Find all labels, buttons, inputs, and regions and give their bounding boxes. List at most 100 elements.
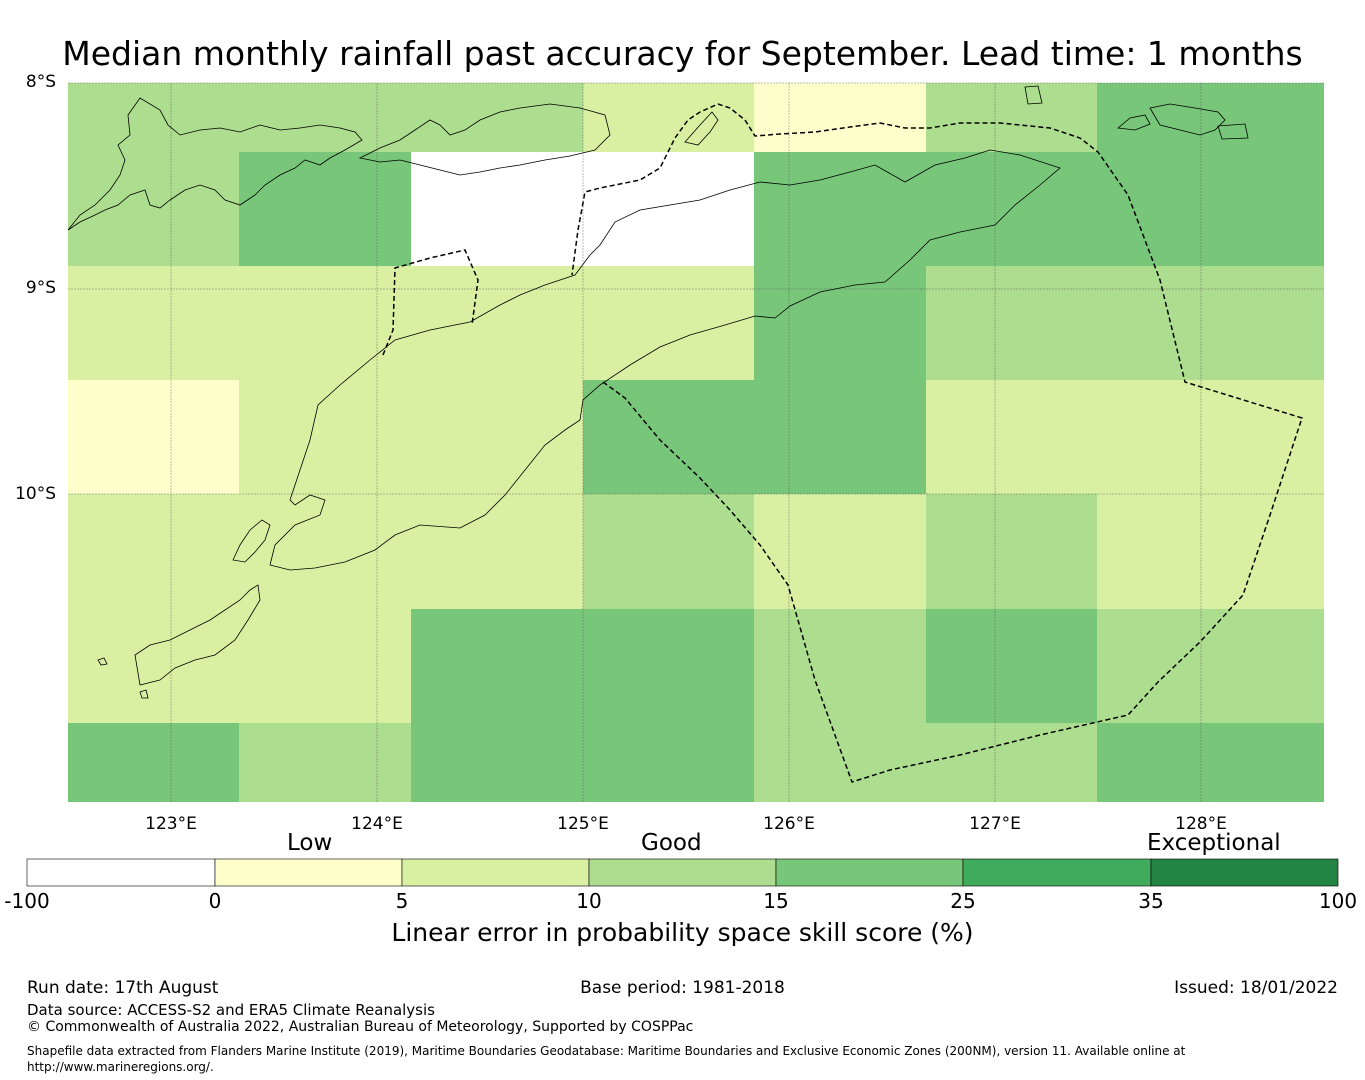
skill-cell <box>926 266 1097 380</box>
skill-cell <box>754 152 926 266</box>
copyright: © Commonwealth of Australia 2022, Austra… <box>27 1019 694 1035</box>
skill-cell <box>1097 494 1324 609</box>
colorbar-tick: 0 <box>208 889 222 913</box>
data-source: Data source: ACCESS-S2 and ERA5 Climate … <box>27 1001 435 1019</box>
eez-boundaries <box>382 103 1303 783</box>
coastlines <box>67 85 1249 699</box>
skill-cell <box>239 723 411 802</box>
skill-cell <box>754 83 926 152</box>
small-island-1 <box>1117 114 1151 131</box>
skill-cell <box>754 266 926 380</box>
skill-cell <box>411 152 583 266</box>
skill-cell <box>1097 609 1324 723</box>
skill-cell <box>411 723 583 802</box>
skill-cell <box>583 83 754 152</box>
skill-cell <box>411 83 583 152</box>
skill-cell <box>754 494 926 609</box>
skill-cell <box>926 83 1097 152</box>
base-period: Base period: 1981-2018 <box>580 978 785 998</box>
skill-cell <box>926 494 1097 609</box>
colorbar-tick: 35 <box>1138 889 1164 913</box>
skill-cell <box>68 152 239 266</box>
skill-cell <box>926 609 1097 723</box>
colorbar <box>26 858 1339 887</box>
colorbar-tick: 25 <box>950 889 976 913</box>
rote-coastline <box>232 519 271 563</box>
colorbar-segment-0-5 <box>214 858 403 887</box>
lon-label-126e: 126°E <box>763 814 815 834</box>
skill-cell <box>68 266 239 380</box>
skill-cell <box>926 723 1097 802</box>
skill-cell <box>1097 380 1324 494</box>
lon-label-123e: 123°E <box>145 814 197 834</box>
skill-cell <box>411 494 583 609</box>
skill-cell <box>1097 83 1324 152</box>
colorbar-segment-10-15 <box>588 858 777 887</box>
colorbar-tick: 5 <box>395 889 409 913</box>
timor-coastline <box>269 149 1061 571</box>
babar-coastline <box>1149 103 1226 136</box>
colorbar-tick: -100 <box>4 889 50 913</box>
lon-label-128e: 128°E <box>1175 814 1227 834</box>
colorbar-segment-25-35 <box>962 858 1152 887</box>
skill-cell <box>411 266 583 380</box>
alor-coastline <box>67 97 363 231</box>
colorbar-category-low: Low <box>287 830 333 856</box>
eez-boundary-east <box>571 103 1303 783</box>
small-island-3 <box>1217 123 1249 140</box>
skill-cell <box>68 609 239 723</box>
small-island-5 <box>97 657 108 666</box>
colorbar-segment-35-100 <box>1150 858 1339 887</box>
sawu-coastline <box>134 584 261 686</box>
skill-cell <box>754 723 926 802</box>
skill-cell <box>926 380 1097 494</box>
skill-cell <box>1097 723 1324 802</box>
skill-cell <box>239 83 411 152</box>
run-date: Run date: 17th August <box>27 978 219 998</box>
skill-cell <box>411 380 583 494</box>
colorbar-tick: 10 <box>576 889 602 913</box>
map-title: Median monthly rainfall past accuracy fo… <box>62 34 1303 73</box>
lon-label-124e: 124°E <box>351 814 403 834</box>
colorbar-category-exceptional: Exceptional <box>1147 830 1281 856</box>
colorbar-tick: 100 <box>1318 889 1358 913</box>
shapefile-credit: Shapefile data extracted from Flanders M… <box>27 1044 1186 1074</box>
skill-cell <box>68 83 239 152</box>
skill-cell <box>239 494 411 609</box>
skill-cell <box>68 723 239 802</box>
lon-label-125e: 125°E <box>557 814 609 834</box>
skill-cell <box>239 609 411 723</box>
skill-cell <box>239 266 411 380</box>
skill-cell <box>583 723 754 802</box>
skill-cell <box>583 494 754 609</box>
colorbar-segment-5-10 <box>401 858 590 887</box>
skill-cell <box>754 380 926 494</box>
skill-cell <box>68 494 239 609</box>
colorbar-label: Linear error in probability space skill … <box>391 918 974 947</box>
wetar-coastline <box>358 103 611 176</box>
skill-cell <box>68 380 239 494</box>
lon-label-127e: 127°E <box>969 814 1021 834</box>
skill-cell <box>754 609 926 723</box>
lat-label-8s: 8°S <box>25 72 56 92</box>
skill-cell <box>1097 266 1324 380</box>
skill-cell <box>583 380 754 494</box>
colorbar-segment-15-25 <box>775 858 964 887</box>
graticule <box>68 82 1324 802</box>
lat-label-9s: 9°S <box>25 278 56 298</box>
skill-cell <box>583 152 754 266</box>
skill-cell <box>1097 152 1324 266</box>
skill-cell <box>239 152 411 266</box>
skill-cell <box>239 380 411 494</box>
colorbar-tick: 15 <box>763 889 789 913</box>
kisar-coastline <box>684 111 719 146</box>
lat-label-10s: 10°S <box>15 484 56 504</box>
skill-cell <box>411 609 583 723</box>
skill-cell <box>583 266 754 380</box>
skill-map <box>67 82 1324 802</box>
eez-boundary-oecusse <box>382 249 479 356</box>
skill-grid <box>68 83 1324 802</box>
small-island-2 <box>1024 85 1043 105</box>
colorbar-segment-neg <box>26 858 216 887</box>
colorbar-category-good: Good <box>641 830 702 856</box>
